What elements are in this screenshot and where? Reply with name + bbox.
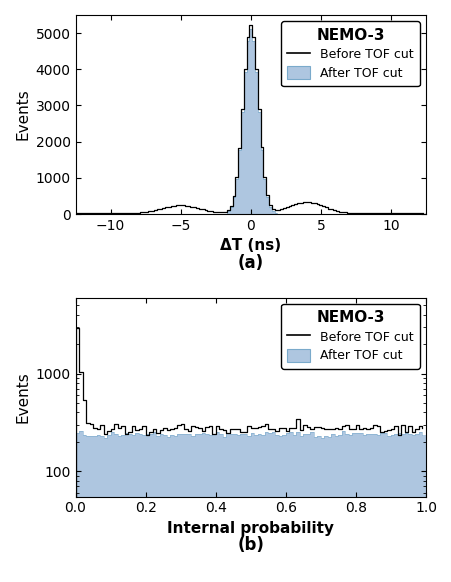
Y-axis label: Events: Events [15, 371, 30, 423]
Legend: Before TOF cut, After TOF cut: Before TOF cut, After TOF cut [281, 22, 419, 86]
Before TOF cut [73, 324, 78, 331]
Line: Before TOF cut: Before TOF cut [75, 25, 422, 213]
Before TOF cut [291, 201, 296, 208]
X-axis label: ΔT (ns): ΔT (ns) [220, 239, 281, 253]
Before TOF cut [246, 22, 252, 29]
Before TOF cut [400, 210, 405, 217]
Before TOF cut [143, 431, 148, 438]
Text: (a): (a) [237, 254, 263, 272]
Before TOF cut [419, 425, 424, 432]
Before TOF cut [405, 422, 410, 429]
Y-axis label: Events: Events [15, 88, 30, 140]
Before TOF cut [156, 427, 162, 434]
Legend: Before TOF cut, After TOF cut: Before TOF cut, After TOF cut [281, 304, 419, 368]
Before TOF cut [394, 431, 400, 438]
Text: (b): (b) [237, 537, 264, 555]
X-axis label: Internal probability: Internal probability [167, 521, 334, 536]
Before TOF cut [154, 206, 159, 213]
Before TOF cut [162, 204, 168, 211]
Before TOF cut [366, 210, 372, 217]
Before TOF cut [254, 423, 260, 430]
Before TOF cut [375, 210, 380, 217]
Before TOF cut [419, 210, 425, 217]
Line: Before TOF cut: Before TOF cut [75, 328, 422, 435]
Before TOF cut [73, 210, 78, 217]
Before TOF cut [139, 423, 144, 430]
Before TOF cut [282, 427, 288, 434]
